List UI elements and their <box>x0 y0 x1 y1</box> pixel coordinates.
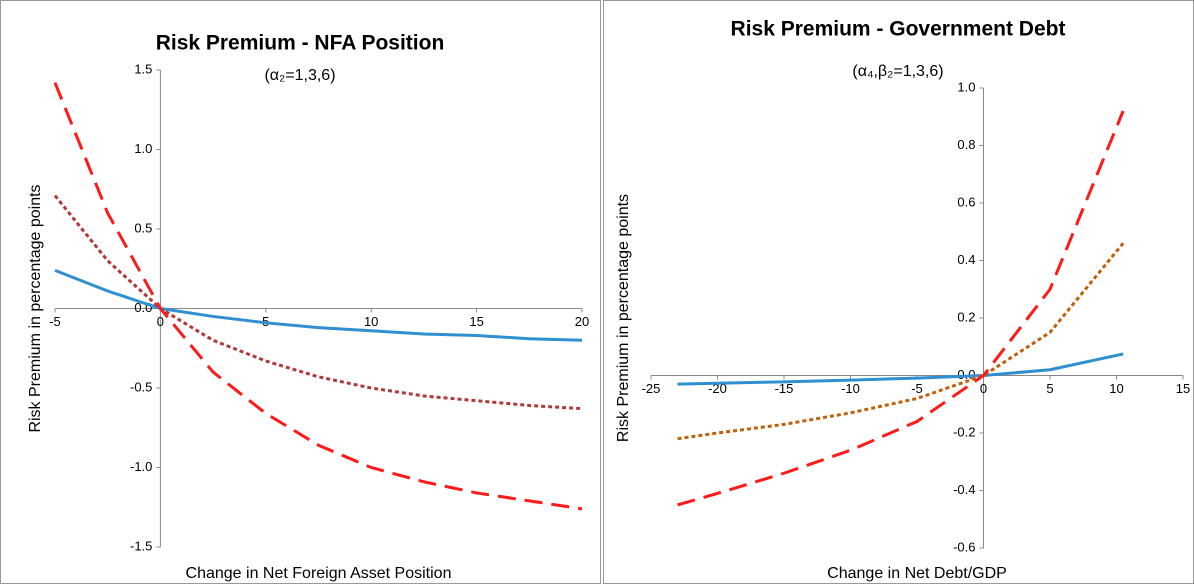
y-tick-label: -1.5 <box>130 538 152 553</box>
y-tick-label: 0.2 <box>957 309 975 324</box>
y-tick-label: 0.6 <box>957 194 975 209</box>
line-series <box>677 242 1125 441</box>
line-series <box>677 352 1124 386</box>
x-axis-label: Change in Net Foreign Asset Position <box>186 565 452 582</box>
x-tick-label: 15 <box>469 314 483 329</box>
x-tick-label: 10 <box>1109 381 1123 396</box>
x-tick-label: -10 <box>841 381 860 396</box>
y-axis-label: Risk Premium in percentage points <box>615 194 632 442</box>
y-tick-label: -0.5 <box>130 379 152 394</box>
y-tick-label: -0.4 <box>953 482 975 497</box>
x-tick-label: -5 <box>49 314 61 329</box>
y-tick-label: 1.5 <box>134 61 152 76</box>
chart-subtitle: (α₂=1,3,6) <box>264 67 335 84</box>
panel-border <box>603 0 1194 584</box>
y-axis-label: Risk Premium in percentage points <box>27 184 44 432</box>
y-tick-label: -0.6 <box>953 539 975 554</box>
x-tick-label: 10 <box>364 314 378 329</box>
y-tick-label: -0.2 <box>953 424 975 439</box>
x-tick-label: -25 <box>642 381 661 396</box>
y-tick-label: 0.5 <box>134 220 152 235</box>
y-tick-label: 1.0 <box>134 141 152 156</box>
x-tick-label: 0 <box>980 381 987 396</box>
line-series <box>53 82 583 511</box>
y-tick-label: 0.0 <box>957 367 975 382</box>
x-tick-label: -5 <box>911 381 923 396</box>
x-tick-label: 15 <box>1176 381 1190 396</box>
y-tick-label: 1.0 <box>957 79 975 94</box>
x-tick-label: 20 <box>575 314 589 329</box>
x-tick-label: -15 <box>775 381 794 396</box>
y-tick-label: 0.4 <box>957 252 975 267</box>
chart-subtitle: (α₄,β₂=1,3,6) <box>852 63 943 80</box>
line-series <box>53 194 583 411</box>
panel-border <box>0 0 601 584</box>
x-axis-label: Change in Net Debt/GDP <box>827 565 1007 582</box>
x-tick-label: 5 <box>1046 381 1053 396</box>
y-tick-label: 0.8 <box>957 137 975 152</box>
chart-title: Risk Premium - Government Debt <box>731 18 1066 41</box>
line-series <box>677 110 1125 507</box>
chart-title: Risk Premium - NFA Position <box>156 32 445 55</box>
line-series <box>54 268 583 342</box>
x-tick-label: 0 <box>157 314 164 329</box>
y-tick-label: -1.0 <box>130 459 152 474</box>
